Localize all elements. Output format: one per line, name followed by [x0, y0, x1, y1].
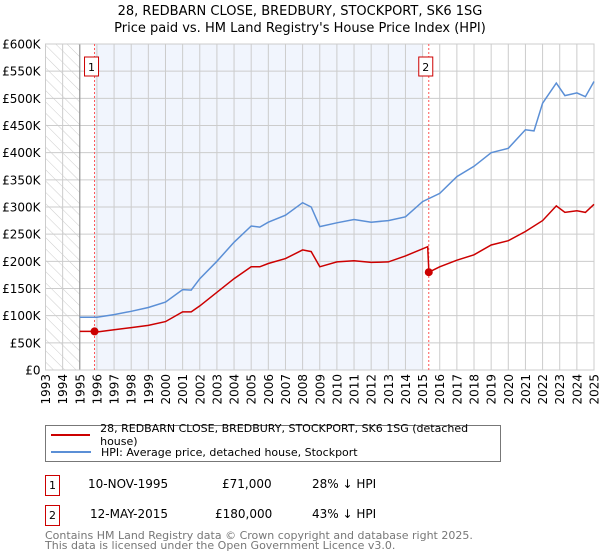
y-tick-label: £200K	[2, 255, 42, 269]
sale-2-badge-label: 2	[422, 61, 429, 74]
blue-line-swatch	[51, 451, 91, 453]
y-tick-label: £450K	[2, 119, 42, 133]
x-tick-label: 2005	[245, 374, 259, 405]
x-tick-label: 2007	[279, 374, 293, 405]
sale-marker-badge: 2	[45, 505, 60, 526]
sale-2-point	[424, 268, 433, 277]
sale-2-badge	[418, 56, 434, 77]
sale-row-2: 2 12-MAY-2015 £180,000 43% ↓ HPI	[45, 505, 545, 526]
x-tick-label: 2023	[553, 374, 567, 405]
sale-marker-badge: 1	[45, 475, 60, 496]
x-tick-label: 2021	[519, 374, 533, 405]
x-tick-label: 2010	[330, 374, 344, 405]
x-tick-label: 2011	[348, 374, 362, 405]
y-tick-label: £500K	[2, 92, 42, 106]
sale-1-badge	[84, 56, 100, 77]
x-tick-label: 1995	[73, 374, 87, 405]
y-tick-label: £0	[25, 364, 40, 378]
sale-price: £180,000	[215, 507, 273, 521]
legend-label-property: 28, REDBARN CLOSE, BREDBURY, STOCKPORT, …	[100, 422, 469, 448]
y-tick-label: £600K	[2, 38, 42, 52]
x-tick-label: 2015	[416, 374, 430, 405]
y-tick-label: £550K	[2, 65, 42, 79]
price-chart: 1993 1994 1995 1996 1997 1998 1999 2000 2001 2002…	[2, 38, 600, 405]
x-tick-label: 2012	[365, 374, 379, 405]
y-tick-label: £400K	[2, 146, 42, 160]
x-tick-label: 1994	[56, 374, 70, 405]
y-tick-label: £100K	[2, 309, 42, 323]
sale-hpi-diff: 28% ↓ HPI	[312, 477, 377, 491]
red-line-swatch	[51, 434, 91, 436]
x-tick-label: 2014	[399, 374, 413, 405]
chart-subtitle: Price paid vs. HM Land Registry's House …	[114, 21, 486, 36]
x-tick-label: 2003	[210, 374, 224, 405]
x-tick-label: 2025	[588, 374, 600, 405]
x-tick-label: 2000	[159, 374, 173, 405]
sale-1-badge-label: 1	[88, 61, 95, 74]
legend-item-hpi: HPI: Average price, detached house, Stoc…	[51, 444, 358, 460]
sale-date: 10-NOV-1995	[88, 477, 169, 491]
x-tick-label: 2013	[382, 374, 396, 405]
x-tick-label: 2004	[228, 374, 242, 405]
x-tick-label: 2022	[536, 374, 550, 405]
x-tick-label: 2024	[570, 374, 584, 405]
x-tick-label: 2009	[313, 374, 327, 405]
x-tick-label: 1997	[108, 374, 122, 405]
x-tick-label: 2017	[450, 374, 464, 405]
sale-hpi-diff: 43% ↓ HPI	[312, 507, 377, 521]
chart-title: 28, REDBARN CLOSE, BREDBURY, STOCKPORT, …	[117, 4, 483, 19]
sale-price: £71,000	[222, 477, 272, 491]
x-tick-label: 2018	[468, 374, 482, 405]
x-tick-label: 2006	[262, 374, 276, 405]
x-tick-label: 2008	[296, 374, 310, 405]
legend: 28, REDBARN CLOSE, BREDBURY, STOCKPORT, …	[45, 422, 501, 462]
y-tick-label: £50K	[10, 336, 42, 350]
x-tick-label: 1996	[90, 374, 104, 405]
plot-border	[45, 43, 595, 371]
property-series-line	[79, 203, 595, 333]
footer-copyright: Contains HM Land Registry data © Crown c…	[45, 529, 473, 542]
x-tick-label: 2019	[485, 374, 499, 405]
hpi-series-line	[79, 81, 595, 319]
sale-date: 12-MAY-2015	[90, 507, 169, 521]
x-tick-label: 2020	[502, 374, 516, 405]
legend-label-hpi: HPI: Average price, detached house, Stoc…	[101, 445, 358, 459]
x-tick-label: 1999	[142, 374, 156, 405]
y-tick-label: £150K	[2, 282, 42, 296]
x-tick-label: 2001	[176, 374, 190, 405]
y-tick-label: £300K	[2, 201, 42, 215]
x-tick-label: 1998	[125, 374, 139, 405]
x-tick-label: 2016	[433, 374, 447, 405]
x-tick-label: 2002	[193, 374, 207, 405]
legend-item-property: 28, REDBARN CLOSE, BREDBURY, STOCKPORT, …	[51, 422, 500, 448]
sale-1-point	[90, 327, 99, 336]
y-tick-label: £350K	[2, 173, 42, 187]
sale-row-1: 1 10-NOV-1995 £71,000 28% ↓ HPI	[45, 475, 545, 496]
footer-licence: This data is licensed under the Open Gov…	[45, 539, 396, 552]
x-tick-label: 1993	[39, 374, 53, 405]
y-tick-label: £250K	[2, 228, 42, 242]
